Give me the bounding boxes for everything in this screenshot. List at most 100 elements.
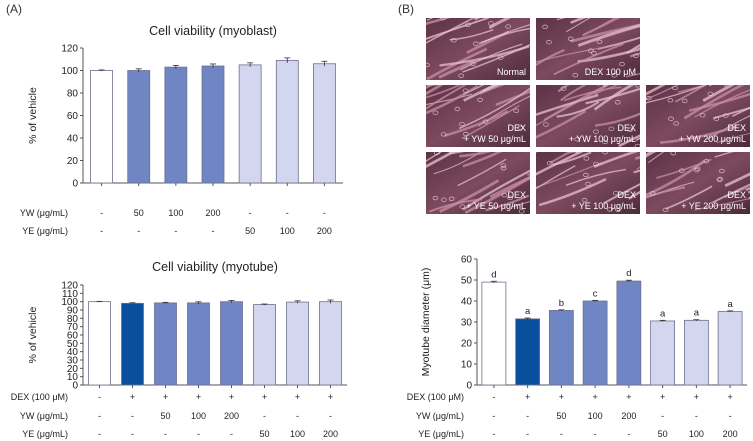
myotube-fiber — [466, 18, 476, 22]
nucleus — [517, 125, 524, 130]
treatment-cell: - — [98, 411, 101, 421]
micrograph-label: + YW 100 μg/mL — [569, 134, 636, 144]
myotube-fiber — [536, 152, 584, 176]
treatment-cell: 50 — [160, 411, 170, 421]
treatment-cell: - — [323, 208, 326, 218]
myotube-fiber — [593, 85, 635, 111]
myotube-fiber — [702, 85, 735, 103]
myotube-fiber — [625, 72, 640, 78]
myotube-fiber — [648, 152, 665, 163]
treatment-cell: + — [525, 392, 530, 402]
myotube-fiber — [618, 134, 640, 147]
treatment-cell: + — [229, 392, 234, 402]
y-tick-label: 120 — [61, 281, 78, 292]
treatment-cell: - — [492, 392, 495, 402]
myotube-fiber — [724, 172, 750, 188]
y-tick-label: 90 — [67, 306, 79, 317]
treatment-cell: 50 — [658, 429, 668, 439]
treatment-cell: 200 — [723, 429, 738, 439]
myotube-fiber — [449, 28, 494, 41]
myotube-fiber — [536, 46, 607, 63]
nucleus — [602, 152, 609, 155]
bar — [616, 280, 642, 386]
treatment-cell: - — [197, 429, 200, 439]
nucleus — [567, 36, 574, 41]
nucleus — [611, 73, 618, 78]
myotube-fibers — [536, 85, 640, 147]
micrograph-label: + YW 50 μg/mL — [464, 134, 526, 144]
nucleus — [574, 137, 581, 142]
nucleus — [434, 152, 440, 156]
micrograph-image — [536, 152, 640, 214]
y-axis-label: % of vehicle — [27, 87, 39, 144]
treatment-cell: - — [560, 429, 563, 439]
treatment-cell: 200 — [621, 411, 636, 421]
treatment-row-label: YE (μg/mL) — [418, 429, 464, 439]
myotube-fiber — [674, 85, 707, 103]
nucleus — [615, 207, 621, 212]
nucleus — [465, 22, 471, 27]
bar — [319, 301, 342, 386]
nucleus — [472, 41, 479, 46]
nucleus — [583, 156, 590, 161]
nucleus — [596, 39, 603, 44]
myotube-fiber — [712, 183, 750, 204]
treatment-cell: 200 — [323, 429, 338, 439]
micrograph-tile: DEX+ YE 50 μg/mL — [426, 152, 530, 214]
nucleus — [587, 48, 594, 53]
myotube-fiber — [549, 152, 572, 165]
nucleus — [670, 152, 677, 156]
nucleus — [634, 143, 640, 147]
micrograph-tile: DEX+ YW 200 μg/mL — [646, 85, 750, 147]
bar — [88, 301, 111, 386]
micrograph-label: + YW 200 μg/mL — [679, 134, 746, 144]
treatment-cell: - — [100, 226, 103, 236]
y-tick-label: 30 — [461, 318, 473, 329]
micrograph-label: DEX — [507, 123, 526, 133]
myotube-fiber — [511, 200, 530, 208]
myotube-fiber — [597, 36, 640, 50]
myotube-fiber — [694, 89, 750, 118]
myotube-fiber — [536, 110, 587, 139]
nucleus — [518, 209, 525, 214]
nucleus — [440, 132, 447, 137]
micrograph-tile: DEX+ YW 100 μg/mL — [536, 85, 640, 147]
treatment-cell: 200 — [205, 208, 220, 218]
y-tick-label: 120 — [61, 44, 78, 55]
nucleus — [646, 96, 652, 101]
myotube-fiber — [716, 132, 750, 144]
myotube-fiber — [556, 100, 600, 118]
nucleus — [693, 168, 700, 173]
y-tick-label: 110 — [62, 289, 78, 300]
nucleus — [613, 190, 619, 196]
treatment-cell: - — [131, 411, 134, 421]
myotube-fiber — [439, 179, 500, 213]
myotube-fiber — [459, 152, 491, 158]
y-axis-label: Myotube diameter (μm) — [420, 268, 432, 377]
myotube-fiber — [536, 165, 576, 190]
myotube-fiber — [577, 23, 640, 47]
myotube-fiber — [489, 175, 530, 199]
myotube-fiber — [474, 18, 481, 21]
treatment-cell: - — [137, 226, 140, 236]
myotube-fibers — [426, 18, 530, 80]
myotube-fiber — [665, 185, 713, 210]
myotube-fiber — [463, 85, 499, 102]
treatment-cell: - — [131, 429, 134, 439]
bar — [275, 59, 299, 184]
nucleus — [585, 181, 591, 187]
myotube-fiber — [485, 194, 530, 212]
nucleus — [477, 97, 483, 102]
myotube-fiber — [646, 152, 651, 155]
nucleus — [722, 113, 729, 118]
significance-letter: b — [559, 298, 564, 309]
nucleus — [699, 113, 706, 118]
y-tick-label: 10 — [67, 372, 79, 383]
myotube-fiber — [626, 43, 640, 55]
myotube-fiber — [426, 85, 479, 115]
y-tick-label: 0 — [72, 381, 78, 392]
y-tick-label: 0 — [72, 179, 78, 190]
nucleus — [501, 193, 508, 198]
treatment-cell: - — [329, 411, 332, 421]
myotube-fiber — [714, 152, 735, 158]
